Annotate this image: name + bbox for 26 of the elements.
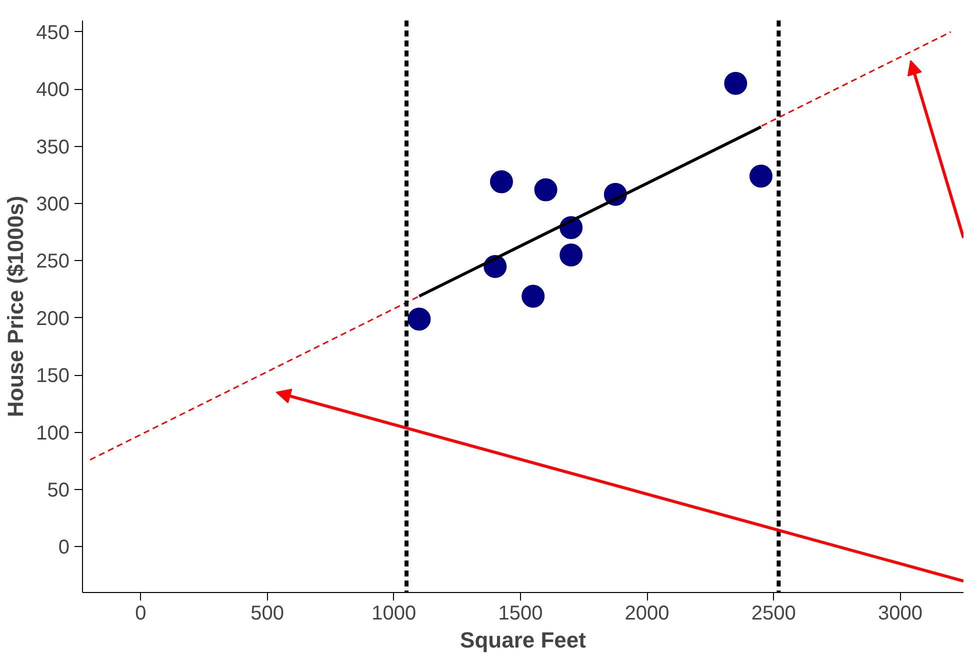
point <box>522 284 545 308</box>
y-tick-label: 350 <box>36 136 70 158</box>
point <box>534 178 558 202</box>
y-tick-label: 150 <box>36 365 70 388</box>
x-tick-label: 2000 <box>624 602 670 624</box>
point <box>724 72 748 95</box>
point <box>490 170 513 194</box>
y-tick-label: 100 <box>36 422 70 444</box>
x-tick-label: 500 <box>250 602 284 624</box>
x-tick-label: 1500 <box>498 602 543 624</box>
y-tick-label: 200 <box>36 308 70 330</box>
y-tick-label: 250 <box>36 250 70 273</box>
y-tick-label: 50 <box>47 480 70 502</box>
x-tick-label: 1000 <box>372 602 416 624</box>
point <box>560 244 583 266</box>
point <box>749 164 772 188</box>
x-axis-title: Square Feet <box>460 628 587 652</box>
point <box>408 308 431 331</box>
x-tick-label: 3000 <box>878 602 922 624</box>
x-tick-label: 2500 <box>751 602 796 624</box>
y-axis-title: House Price ($1000s) <box>3 196 28 418</box>
y-tick-label: 300 <box>36 194 70 216</box>
y-tick-label: 400 <box>36 79 70 102</box>
x-tick-label: 0 <box>135 602 146 624</box>
y-tick-label: 450 <box>36 22 70 44</box>
y-tick-label: 0 <box>58 536 70 559</box>
